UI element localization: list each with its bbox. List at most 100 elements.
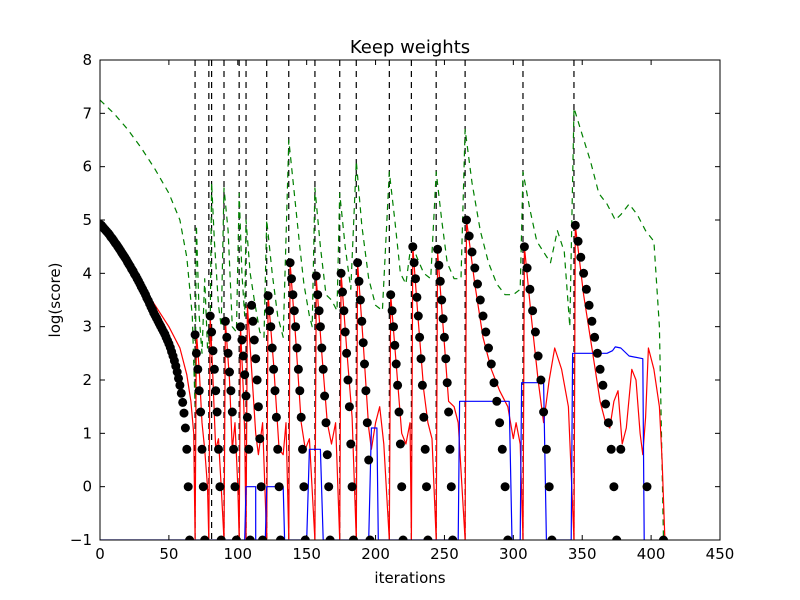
- marker-point-216: [530, 327, 540, 337]
- marker-point-111: [266, 322, 276, 332]
- marker-point-179: [417, 380, 427, 390]
- marker-point-66: [190, 330, 200, 340]
- x-tick-label-1: 50: [159, 545, 178, 563]
- marker-point-187: [437, 295, 447, 305]
- marker-point-213: [522, 263, 532, 273]
- marker-point-160: [364, 455, 374, 465]
- marker-point-125: [293, 364, 303, 374]
- x-tick-label-3: 150: [292, 545, 321, 563]
- marker-point-207: [492, 396, 502, 406]
- marker-point-112: [267, 343, 277, 353]
- marker-point-94: [238, 351, 248, 361]
- marker-point-60: [178, 397, 188, 407]
- marker-point-223: [570, 220, 580, 230]
- marker-point-63: [182, 444, 192, 454]
- x-tick-label-2: 100: [223, 545, 252, 563]
- marker-point-74: [205, 311, 215, 321]
- marker-point-104: [252, 375, 262, 385]
- marker-point-139: [322, 450, 332, 460]
- marker-point-214: [525, 284, 535, 294]
- marker-point-110: [265, 306, 274, 316]
- marker-point-224: [573, 236, 583, 246]
- marker-point-117: [274, 482, 284, 492]
- marker-point-178: [416, 354, 426, 364]
- marker-point-140: [324, 482, 334, 492]
- marker-point-124: [292, 343, 302, 353]
- marker-point-225: [576, 252, 586, 262]
- marker-point-150: [347, 482, 357, 492]
- marker-point-87: [226, 386, 236, 396]
- marker-point-142: [336, 268, 346, 278]
- marker-point-201: [475, 295, 485, 305]
- marker-point-147: [343, 375, 353, 385]
- marker-point-171: [398, 535, 408, 540]
- marker-point-158: [361, 386, 371, 396]
- marker-point-68: [193, 364, 203, 374]
- marker-point-116: [273, 444, 283, 454]
- marker-point-220: [541, 444, 551, 454]
- marker-point-154: [355, 295, 365, 305]
- marker-point-90: [230, 482, 240, 492]
- marker-point-215: [528, 306, 538, 316]
- marker-point-78: [211, 386, 221, 396]
- marker-point-145: [340, 327, 350, 337]
- marker-point-241: [659, 535, 668, 540]
- marker-point-165: [390, 340, 400, 350]
- marker-point-204: [484, 343, 493, 353]
- marker-point-175: [412, 292, 422, 302]
- plot-area: [100, 60, 668, 540]
- marker-point-141: [325, 535, 335, 540]
- marker-point-151: [349, 535, 358, 540]
- marker-point-231: [592, 348, 602, 358]
- marker-point-84: [222, 332, 232, 342]
- marker-point-206: [489, 378, 499, 388]
- marker-point-237: [609, 482, 619, 492]
- marker-point-99: [245, 535, 255, 540]
- marker-point-239: [616, 444, 626, 454]
- marker-point-65: [185, 535, 195, 540]
- marker-point-210: [500, 482, 510, 492]
- marker-point-183: [423, 535, 433, 540]
- marker-point-189: [439, 332, 449, 342]
- marker-point-194: [446, 482, 456, 492]
- marker-point-80: [214, 444, 223, 454]
- marker-point-81: [215, 482, 225, 492]
- marker-point-195: [448, 535, 458, 540]
- x-tick-label-8: 400: [637, 545, 666, 563]
- marker-point-101: [248, 316, 258, 326]
- marker-point-129: [299, 482, 309, 492]
- marker-point-76: [208, 346, 218, 356]
- marker-point-134: [315, 322, 325, 332]
- x-tick-label-7: 350: [568, 545, 597, 563]
- series-line-2: [100, 346, 645, 540]
- y-tick-label-5: 4: [82, 264, 92, 282]
- marker-point-144: [339, 306, 349, 316]
- marker-point-71: [197, 444, 207, 454]
- marker-point-180: [419, 412, 429, 422]
- marker-point-130: [300, 535, 310, 540]
- marker-point-72: [198, 482, 208, 492]
- marker-point-170: [397, 482, 407, 492]
- marker-point-167: [393, 380, 403, 390]
- marker-point-222: [547, 535, 557, 540]
- marker-point-184: [433, 244, 443, 254]
- marker-point-118: [276, 535, 285, 540]
- marker-point-102: [249, 335, 259, 345]
- marker-point-202: [478, 311, 488, 321]
- marker-point-57: [174, 373, 183, 383]
- marker-point-162: [386, 290, 396, 300]
- marker-point-108: [258, 535, 268, 540]
- marker-point-131: [311, 271, 321, 281]
- marker-point-217: [533, 351, 543, 361]
- marker-point-100: [247, 300, 257, 310]
- marker-point-105: [253, 402, 263, 412]
- marker-point-152: [353, 258, 363, 268]
- plot-contents: [100, 60, 668, 540]
- marker-point-146: [342, 348, 352, 358]
- marker-point-138: [321, 418, 331, 428]
- marker-point-59: [176, 388, 186, 398]
- marker-point-89: [229, 444, 239, 454]
- marker-point-121: [288, 290, 298, 300]
- marker-point-135: [317, 343, 327, 353]
